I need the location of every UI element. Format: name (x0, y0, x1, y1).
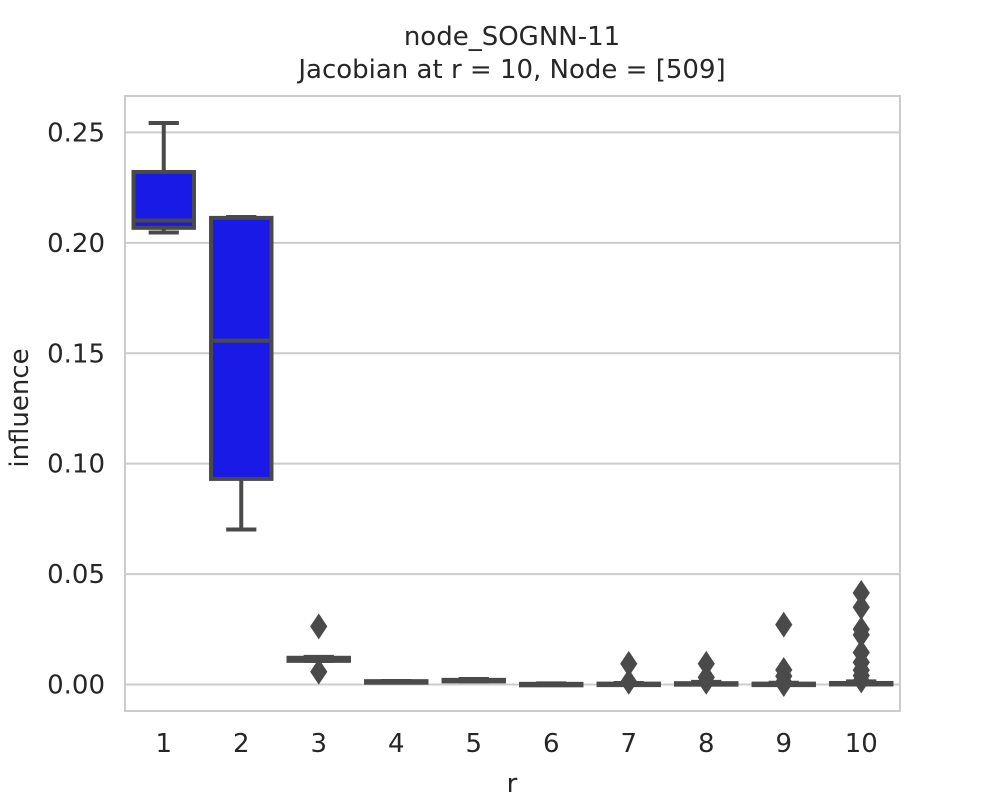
x-tick-label: 7 (620, 729, 637, 759)
x-tick-labels: 1 2 3 4 5 6 7 8 9 10 (155, 729, 877, 759)
box-group (519, 681, 584, 688)
chart-subtitle: Jacobian at r = 10, Node = [509] (296, 55, 725, 85)
outlier-point (620, 668, 638, 695)
outlier-point (852, 594, 870, 621)
chart-title: node_SOGNN-11 (404, 22, 620, 52)
iqr-box (209, 215, 274, 481)
box-group (131, 120, 196, 235)
box-group (441, 676, 506, 684)
y-tick-label: 0.05 (47, 560, 105, 590)
x-axis-label: r (507, 769, 518, 799)
y-tick-label: 0.20 (47, 229, 105, 259)
outlier-point (310, 613, 328, 640)
outlier-point (775, 611, 793, 638)
x-tick-label: 5 (465, 729, 482, 759)
boxes-layer (131, 120, 894, 697)
outlier-point (310, 658, 328, 685)
box-group (829, 579, 894, 694)
iqr-box (131, 169, 196, 230)
y-tick-labels: 0.00 0.05 0.10 0.15 0.20 0.25 (47, 118, 105, 700)
x-tick-label: 6 (543, 729, 560, 759)
y-axis-label: influence (5, 348, 35, 467)
y-tick-label: 0.15 (47, 339, 105, 369)
box-group (364, 678, 429, 685)
y-tick-label: 0.00 (47, 671, 105, 701)
y-tick-label: 0.25 (47, 118, 105, 148)
outlier-point (852, 667, 870, 694)
box-group (596, 650, 661, 695)
x-tick-label: 2 (233, 729, 250, 759)
box-group (674, 650, 739, 695)
x-tick-label: 9 (775, 729, 792, 759)
outlier-point (697, 668, 715, 695)
plot-area-frame (124, 95, 901, 712)
x-tick-label: 1 (155, 729, 172, 759)
box-group (286, 613, 351, 685)
x-tick-label: 3 (310, 729, 327, 759)
x-tick-label: 10 (845, 729, 878, 759)
box-group (209, 215, 274, 532)
x-tick-label: 4 (388, 729, 405, 759)
y-tick-label: 0.10 (47, 450, 105, 480)
x-tick-label: 8 (698, 729, 715, 759)
box-group (751, 611, 816, 697)
outlier-point (775, 671, 793, 697)
